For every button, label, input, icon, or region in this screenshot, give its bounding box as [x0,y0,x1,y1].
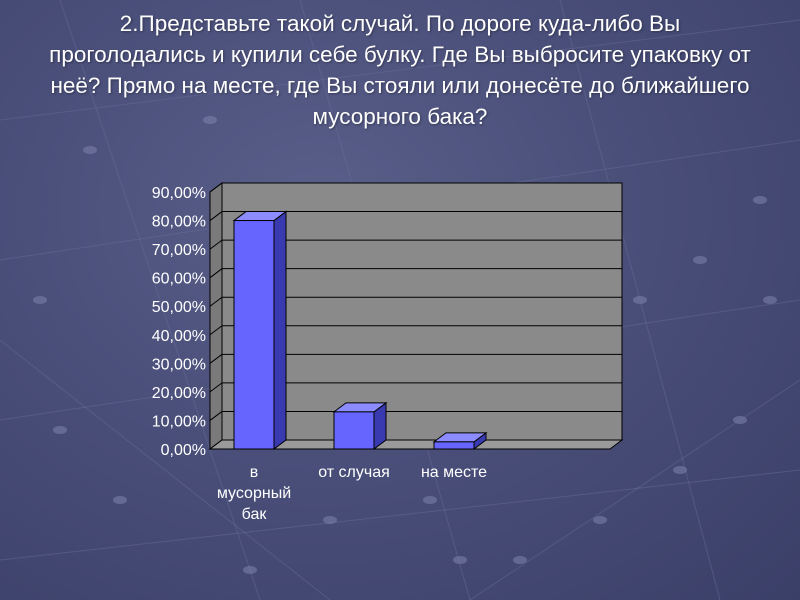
bar [432,431,488,450]
gridline [209,382,622,393]
x-tick-label: на месте [421,464,487,481]
y-tick-label: 40,00% [152,328,206,345]
gridline [209,296,622,307]
gridline [209,268,622,279]
x-tick-label: в мусорный бак [217,464,291,523]
y-tick-label: 10,00% [152,413,206,430]
gridline [209,325,622,336]
y-tick-label: 90,00% [152,185,206,202]
y-tick-label: 30,00% [152,356,206,373]
slide-title: 2.Представьте такой случай. По дороге ку… [49,11,751,129]
y-tick-label: 70,00% [152,242,206,259]
chart-floor [208,439,624,450]
bar [332,401,388,450]
gridline [209,182,622,193]
y-tick-label: 20,00% [152,385,206,402]
y-tick-label: 0,00% [161,442,206,459]
gridline [209,353,622,364]
x-tick-label: от случая [318,464,390,481]
gridline [209,410,622,421]
gridline [209,211,622,221]
bar [232,210,288,450]
y-tick-label: 60,00% [152,271,206,288]
gridline [209,239,622,250]
y-tick-label: 50,00% [152,299,206,316]
y-tick-label: 80,00% [152,214,206,231]
